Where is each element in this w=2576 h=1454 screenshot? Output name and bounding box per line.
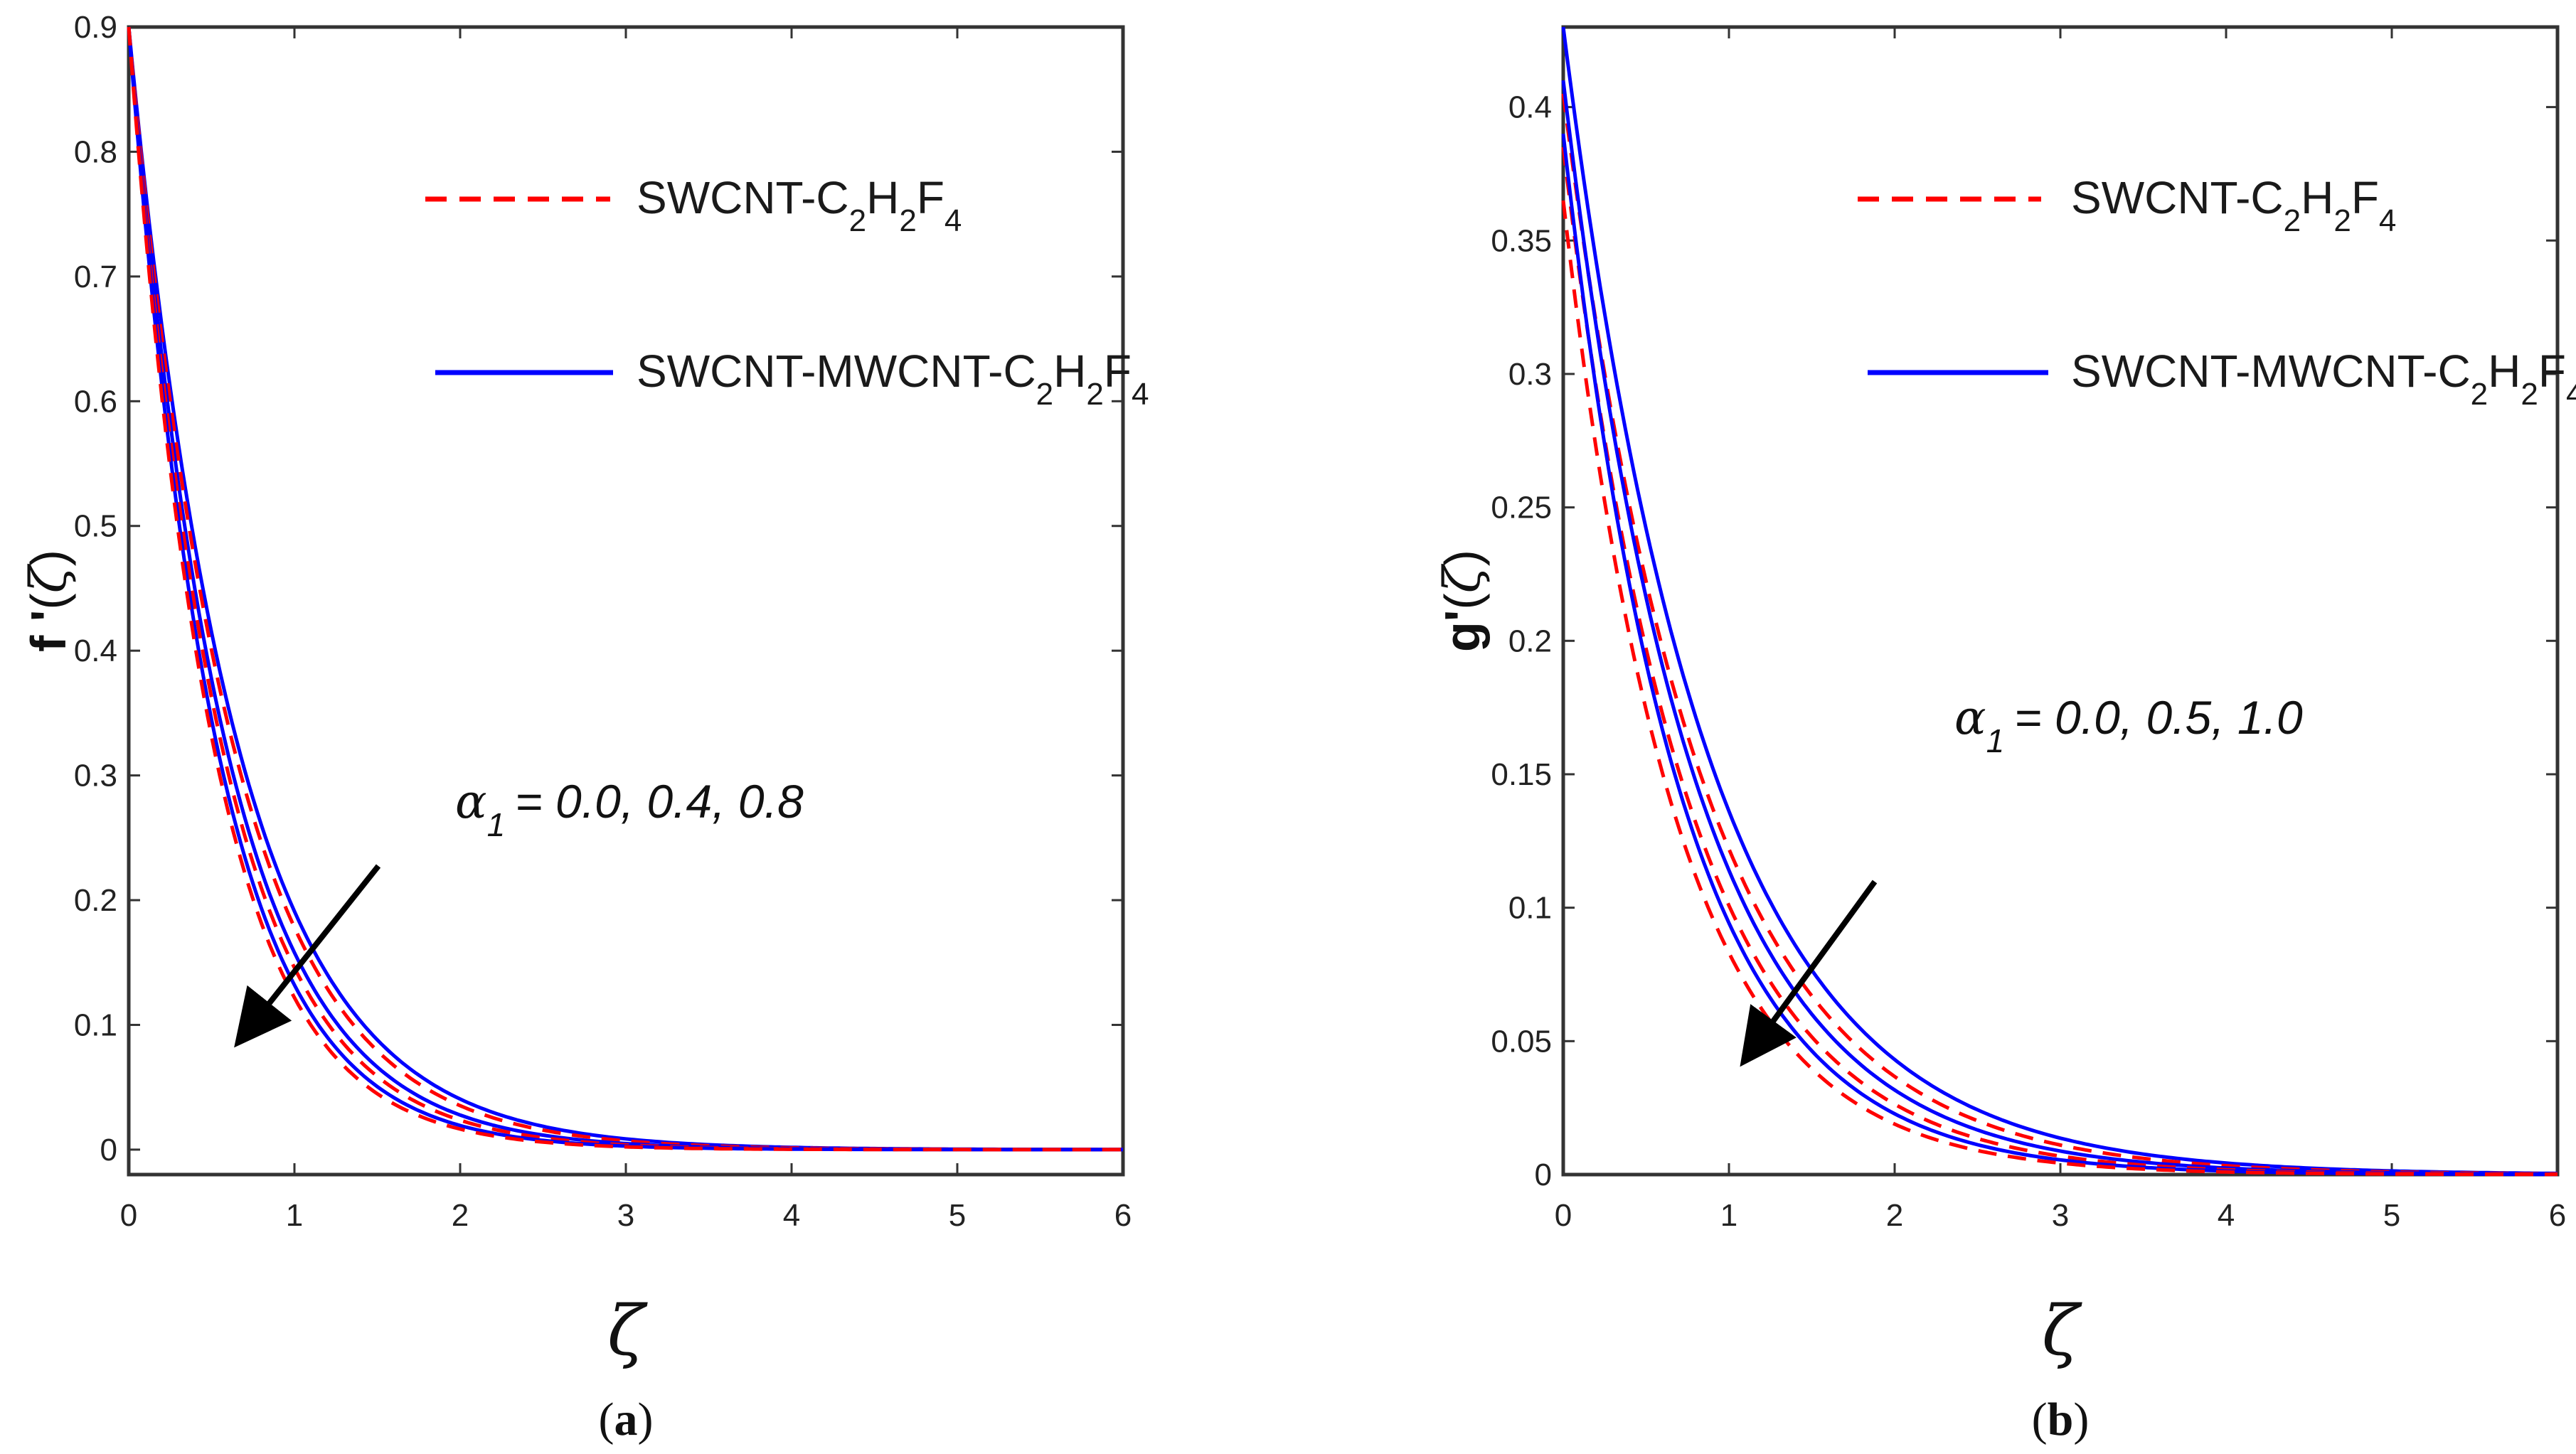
legend-entry-b-1: SWCNT-C2H2F4: [2071, 172, 2396, 238]
chart-panel-a: 0 1 2 3 4 5 6 0 0.1 0.2 0.3 0.4 0.5 0.6 0.7 0.8 0.9 SWCN…: [19, 10, 1149, 1445]
legend-entry-a-2: SWCNT-MWCNT-C2H2F4: [637, 346, 1149, 412]
x-tick-label: 6: [2549, 1198, 2566, 1233]
y-tick-label: 0: [1535, 1158, 1552, 1192]
plot-area-a: [127, 25, 1125, 1177]
y-tick-label: 0: [100, 1133, 117, 1167]
x-tick-label: 4: [2218, 1198, 2235, 1233]
x-tick-label: 0: [1555, 1198, 1572, 1233]
annotation-b: α1 = 0.0, 0.5, 1.0: [1954, 690, 2303, 759]
y-tick-label: 0.5: [74, 509, 117, 544]
chart-panel-b: 0 1 2 3 4 5 6 0 0.05 0.1 0.15 0.2 0.25 0.3 0.35 0.4 SWC…: [1433, 25, 2576, 1445]
x-tick-label: 2: [452, 1198, 469, 1233]
y-tick-label: 0.1: [1508, 891, 1552, 926]
y-tick-label: 0.15: [1491, 757, 1552, 792]
panel-label-a: (a): [599, 1394, 654, 1445]
annotation-arrow-a: [234, 864, 381, 1048]
legend-entry-b-2: SWCNT-MWCNT-C2H2F4: [2071, 346, 2576, 412]
axis-ticks-b: 0 1 2 3 4 5 6 0 0.05 0.1 0.15 0.2 0.25 0.3 0.35 0.4: [1491, 27, 2566, 1233]
legend-b: SWCNT-C2H2F4 SWCNT-MWCNT-C2H2F4: [1858, 172, 2576, 412]
legend-a: SWCNT-C2H2F4 SWCNT-MWCNT-C2H2F4: [425, 172, 1149, 412]
x-tick-label: 5: [2383, 1198, 2400, 1233]
x-tick-label: 3: [2052, 1198, 2069, 1233]
y-tick-label: 0.4: [1508, 90, 1552, 125]
series-line-hybrid-5: [1561, 133, 2558, 1177]
x-tick-label: 3: [617, 1198, 634, 1233]
series-group-b: [1561, 26, 2558, 1177]
series-group-a: [127, 26, 1123, 1152]
x-tick-label: 6: [1114, 1198, 1132, 1233]
y-tick-label: 0.35: [1491, 223, 1552, 258]
y-tick-label: 0.3: [74, 759, 117, 793]
series-line-swcnt-2: [1561, 93, 2558, 1176]
panel-label-b: (b): [2032, 1394, 2090, 1445]
plot-area-b: [1561, 25, 2560, 1177]
series-line-swcnt-6: [127, 26, 1123, 1152]
x-tick-label: 0: [120, 1198, 137, 1233]
y-tick-label: 0.8: [74, 134, 117, 169]
series-line-swcnt-4: [1561, 146, 2558, 1176]
y-tick-label: 0.6: [74, 384, 117, 419]
y-axis-label-b: g'(ζ): [1433, 550, 1491, 652]
y-axis-label-a: f '(ζ): [19, 550, 78, 652]
x-tick-label: 1: [1720, 1198, 1737, 1233]
x-tick-label: 1: [286, 1198, 303, 1233]
y-tick-label: 0.1: [74, 1007, 117, 1042]
x-tick-label: 5: [949, 1198, 966, 1233]
y-tick-label: 0.05: [1491, 1024, 1552, 1059]
y-tick-label: 0.4: [74, 634, 117, 668]
axis-ticks-a: 0 1 2 3 4 5 6 0 0.1 0.2 0.3 0.4 0.5 0.6 0.7 0.8 0.9: [74, 10, 1132, 1233]
y-tick-label: 0.3: [1508, 357, 1552, 392]
y-tick-label: 0.25: [1491, 491, 1552, 525]
legend-entry-a-1: SWCNT-C2H2F4: [637, 172, 962, 238]
x-tick-label: 4: [783, 1198, 800, 1233]
y-tick-label: 0.9: [74, 10, 117, 45]
x-tick-label: 2: [1886, 1198, 1903, 1233]
x-axis-label-b: ζ: [2042, 1291, 2082, 1371]
annotation-a: α1 = 0.0, 0.4, 0.8: [455, 774, 804, 843]
annotation-arrow-b: [1740, 880, 1878, 1067]
y-tick-label: 0.2: [74, 883, 117, 918]
y-tick-label: 0.7: [74, 260, 117, 294]
x-axis-label-a: ζ: [607, 1291, 648, 1371]
y-tick-label: 0.2: [1508, 624, 1552, 658]
